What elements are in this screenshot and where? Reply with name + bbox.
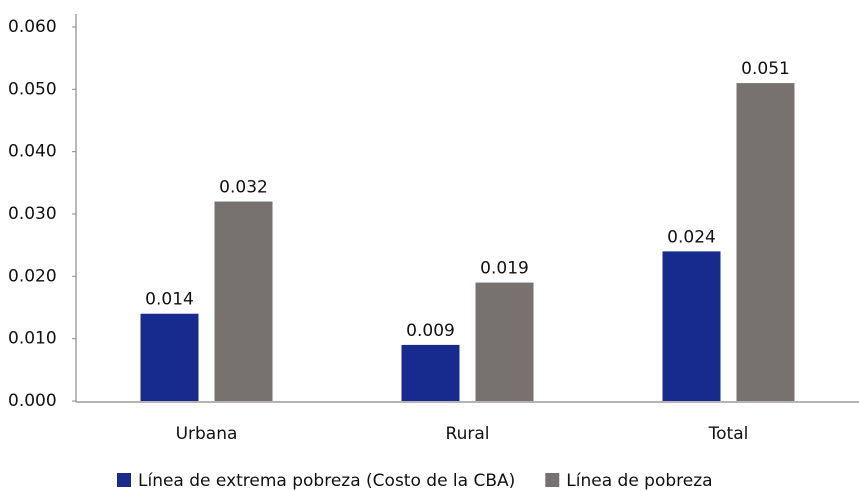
bar [736, 83, 795, 401]
value-label: 0.014 [145, 290, 194, 310]
value-label: 0.009 [406, 321, 455, 341]
y-tick-label: 0.020 [8, 266, 57, 286]
legend-swatch [545, 473, 560, 487]
bar [140, 313, 199, 401]
y-tick-label: 0.010 [8, 329, 57, 349]
legend-label: Línea de extrema pobreza (Costo de la CB… [138, 471, 515, 491]
bar [475, 282, 534, 401]
y-tick-label: 0.030 [8, 204, 57, 224]
y-tick-label: 0.040 [8, 142, 57, 162]
y-tick-label: 0.060 [8, 17, 57, 37]
value-label: 0.051 [741, 59, 790, 79]
x-tick-label: Rural [446, 424, 490, 444]
value-label: 0.024 [667, 227, 716, 247]
legend-swatch [117, 473, 131, 487]
y-tick-label: 0.050 [8, 79, 57, 99]
bar [662, 251, 721, 401]
x-tick-label: Total [708, 424, 749, 444]
bar [401, 344, 460, 401]
value-label: 0.019 [480, 259, 529, 279]
x-tick-label: Urbana [176, 424, 238, 444]
value-label: 0.032 [219, 178, 268, 198]
legend-label: Línea de pobreza [566, 471, 712, 491]
y-tick-label: 0.000 [8, 391, 57, 411]
bar [214, 201, 273, 401]
